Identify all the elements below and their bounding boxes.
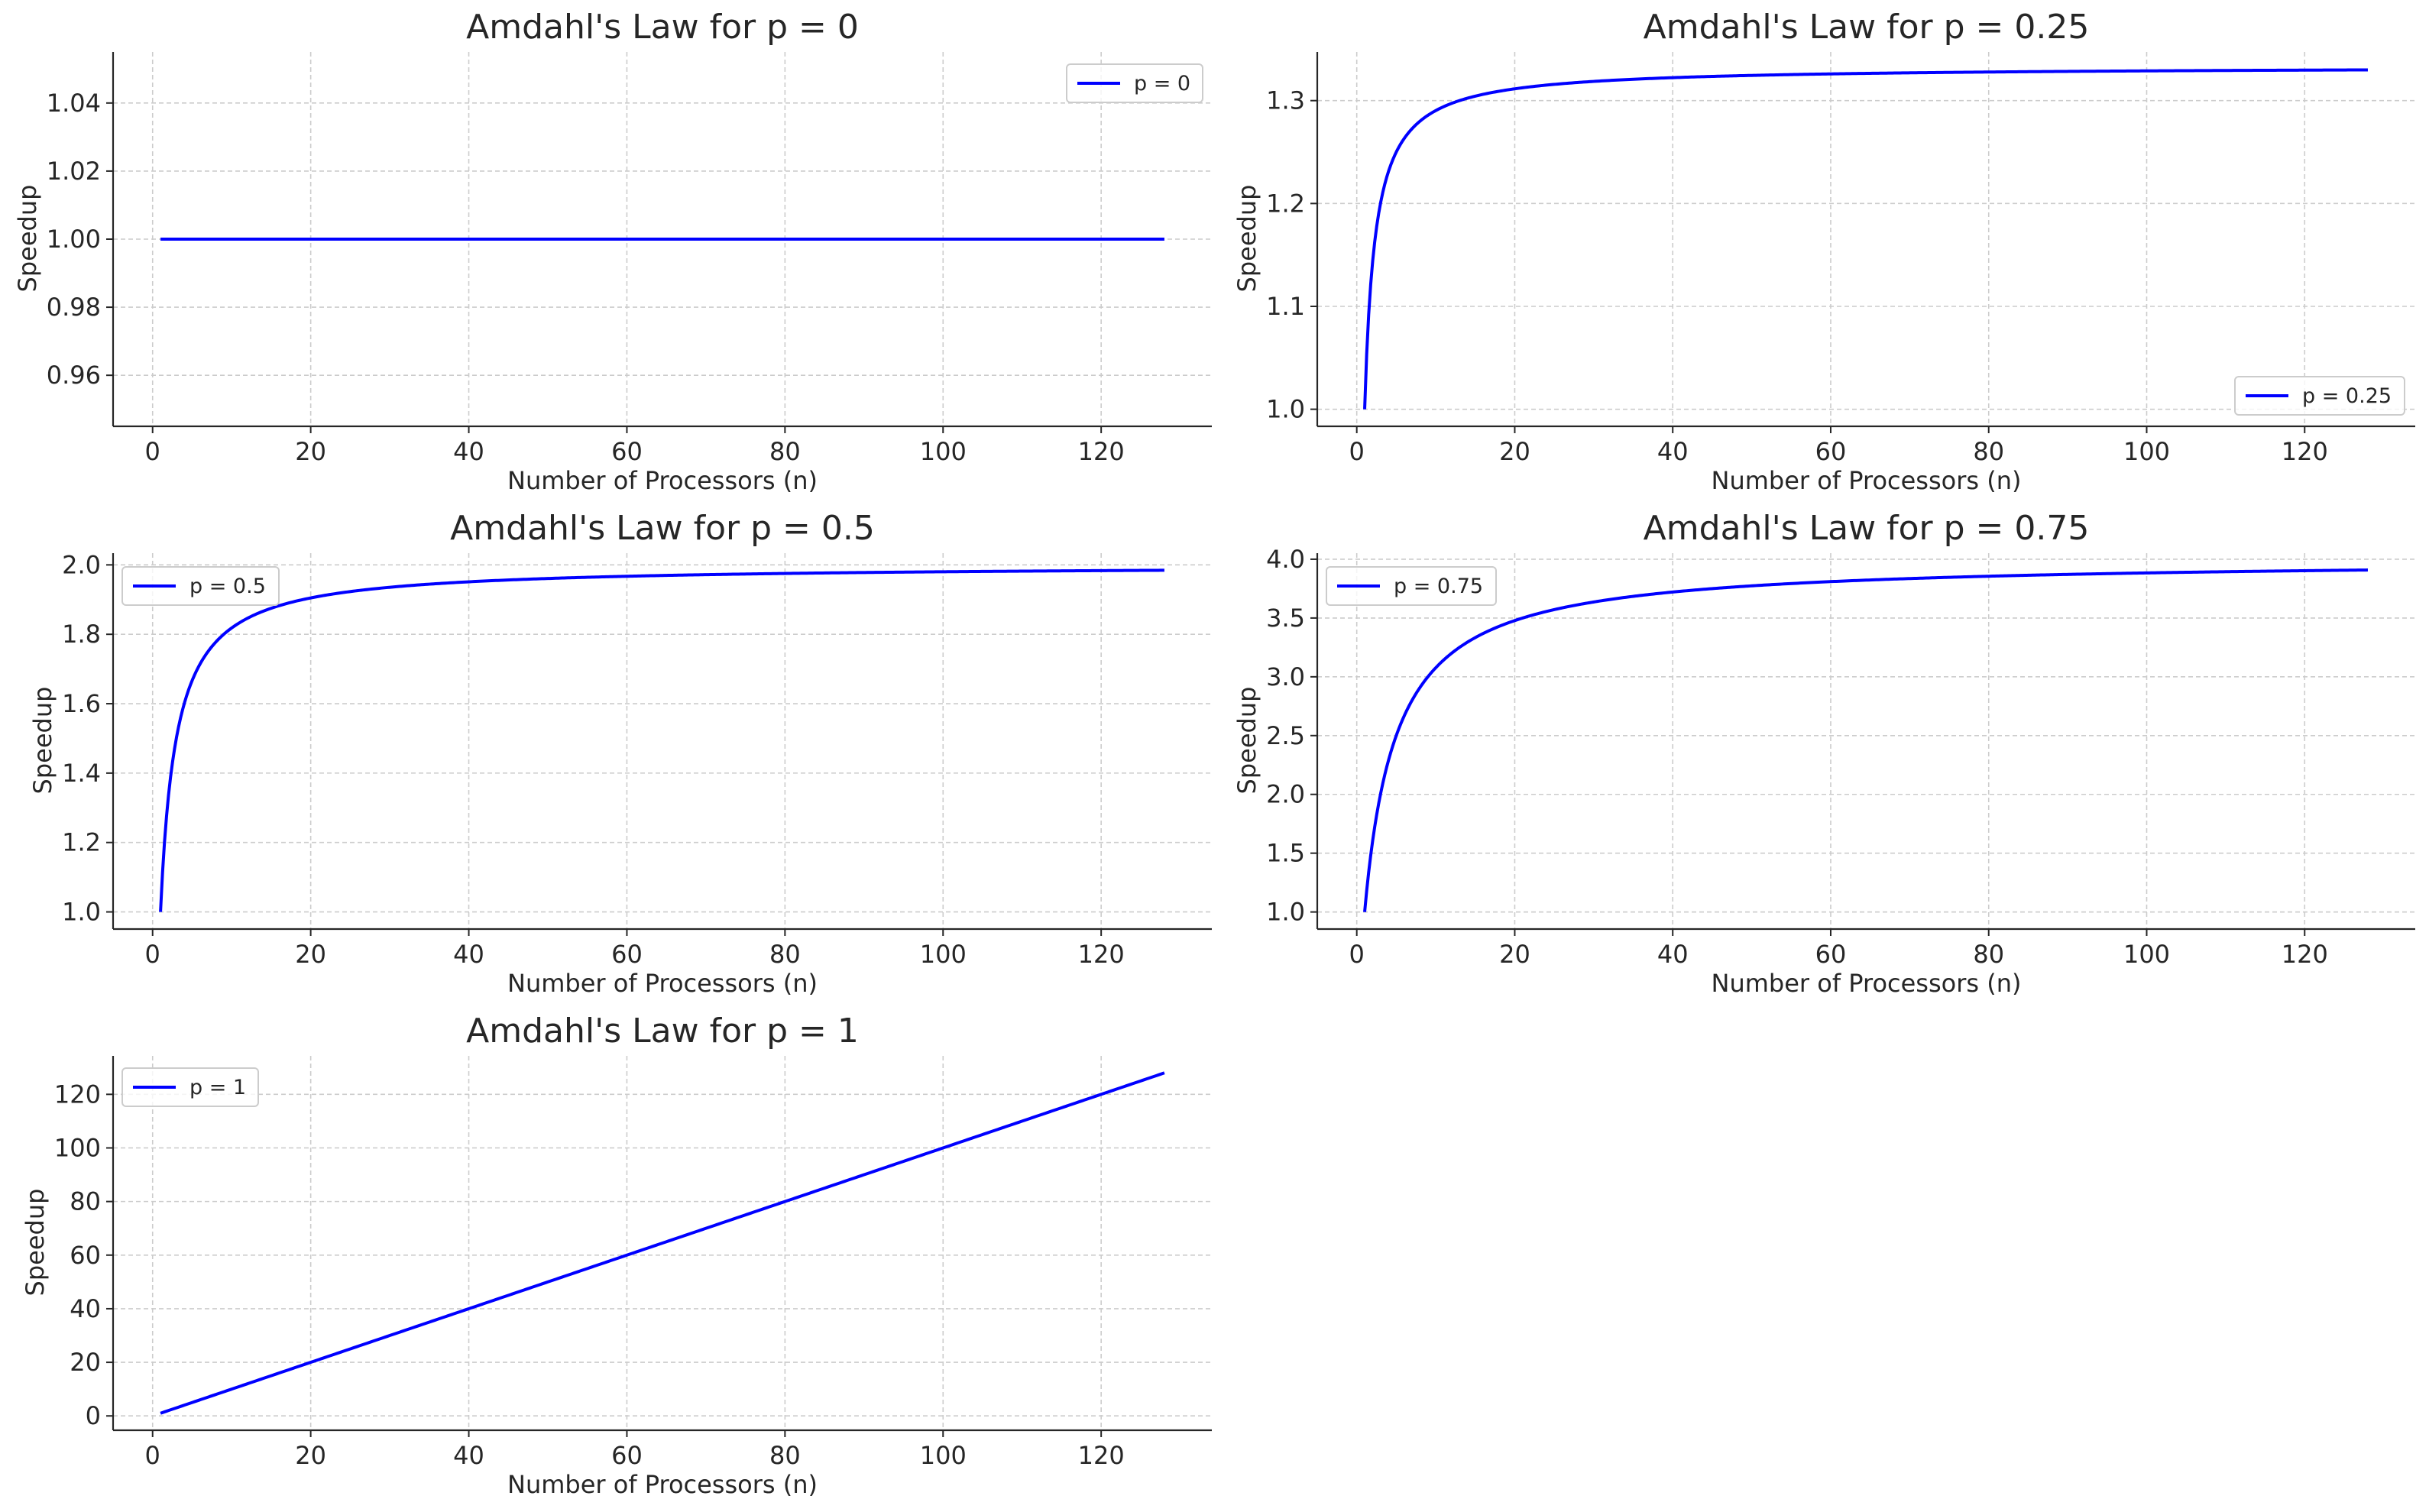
y-tick-label: 60 — [70, 1241, 101, 1270]
y-tick-label: 1.1 — [1266, 292, 1305, 321]
series-line — [159, 568, 1164, 912]
x-tick-label: 60 — [611, 1441, 643, 1470]
chart-title: Amdahl's Law for p = 0.25 — [1643, 8, 2090, 47]
x-tick-label: 80 — [769, 1441, 801, 1470]
x-tick-label: 20 — [295, 1441, 326, 1470]
y-tick-label: 80 — [70, 1187, 101, 1216]
chart-title: Amdahl's Law for p = 0 — [466, 8, 859, 47]
y-tick-label: 1.04 — [47, 89, 101, 118]
x-tick-label: 80 — [769, 940, 801, 969]
y-tick-label: 3.0 — [1266, 662, 1305, 691]
x-tick-label: 100 — [920, 437, 967, 466]
x-tick-label: 120 — [1078, 437, 1125, 466]
x-axis-label: Number of Processors (n) — [507, 969, 818, 998]
y-tick-label: 0.98 — [47, 293, 101, 322]
y-tick-label: 0.96 — [47, 361, 101, 390]
x-tick-label: 60 — [611, 437, 643, 466]
x-tick-label: 120 — [2282, 437, 2328, 466]
y-tick-label: 1.6 — [62, 689, 101, 718]
x-tick-label: 0 — [1349, 940, 1365, 969]
legend-box — [121, 1067, 259, 1107]
x-tick-label: 100 — [2123, 940, 2170, 969]
legend: p = 0 — [1066, 63, 1203, 103]
legend-box — [121, 566, 280, 606]
y-tick-label: 1.4 — [62, 759, 101, 788]
y-tick-label: 120 — [54, 1080, 101, 1109]
x-axis-label: Number of Processors (n) — [1711, 466, 2022, 495]
x-tick-label: 20 — [1499, 940, 1530, 969]
y-tick-label: 2.0 — [62, 550, 101, 579]
legend: p = 1 — [121, 1067, 259, 1107]
x-tick-label: 80 — [1973, 437, 2004, 466]
y-tick-label: 1.3 — [1266, 86, 1305, 115]
x-tick-label: 20 — [295, 437, 326, 466]
x-tick-label: 40 — [453, 1441, 484, 1470]
x-tick-label: 20 — [295, 940, 326, 969]
legend-label: p = 0.75 — [1394, 575, 1483, 598]
x-tick-label: 60 — [611, 940, 643, 969]
x-tick-label: 100 — [920, 1441, 967, 1470]
legend: p = 0.75 — [1326, 566, 1497, 606]
y-tick-label: 1.0 — [62, 898, 101, 927]
legend-box — [1066, 63, 1203, 103]
x-tick-label: 120 — [2282, 940, 2328, 969]
x-tick-label: 60 — [1815, 437, 1847, 466]
series-line — [1363, 68, 2368, 410]
x-axis-label: Number of Processors (n) — [1711, 969, 2022, 998]
y-tick-label: 100 — [54, 1133, 101, 1162]
y-tick-label: 1.5 — [1266, 839, 1305, 868]
chart-title: Amdahl's Law for p = 0.5 — [450, 509, 875, 548]
x-tick-label: 40 — [453, 437, 484, 466]
y-tick-label: 4.0 — [1266, 545, 1305, 574]
y-tick-label: 1.2 — [62, 828, 101, 857]
x-tick-label: 40 — [453, 940, 484, 969]
y-tick-label: 1.02 — [47, 157, 101, 186]
legend-box — [1326, 566, 1497, 606]
y-tick-label: 1.8 — [62, 620, 101, 649]
legend-label: p = 1 — [189, 1076, 246, 1099]
x-axis-label: Number of Processors (n) — [507, 466, 818, 495]
x-axis-label: Number of Processors (n) — [507, 1470, 818, 1499]
y-tick-label: 2.5 — [1266, 721, 1305, 750]
y-tick-label: 40 — [70, 1294, 101, 1323]
x-tick-label: 0 — [145, 1441, 160, 1470]
x-tick-label: 40 — [1657, 940, 1689, 969]
x-tick-label: 20 — [1499, 437, 1530, 466]
chart-title: Amdahl's Law for p = 0.75 — [1643, 509, 2090, 548]
y-tick-label: 1.0 — [1266, 898, 1305, 927]
legend: p = 0.25 — [2234, 376, 2405, 416]
x-tick-label: 100 — [2123, 437, 2170, 466]
legend-label: p = 0.25 — [2302, 384, 2392, 408]
x-tick-label: 60 — [1815, 940, 1847, 969]
y-tick-label: 1.0 — [1266, 395, 1305, 424]
legend-box — [2234, 376, 2405, 416]
x-tick-label: 80 — [1973, 940, 2004, 969]
y-tick-label: 20 — [70, 1348, 101, 1377]
y-tick-label: 1.00 — [47, 225, 101, 254]
series-line — [1363, 568, 2368, 912]
y-tick-label: 3.5 — [1266, 604, 1305, 633]
x-tick-label: 0 — [1349, 437, 1365, 466]
x-tick-label: 0 — [145, 940, 160, 969]
x-tick-label: 120 — [1078, 940, 1125, 969]
y-tick-label: 0 — [86, 1401, 101, 1430]
legend-label: p = 0 — [1134, 72, 1190, 96]
legend-label: p = 0.5 — [189, 575, 266, 598]
legend: p = 0.5 — [121, 566, 280, 606]
series-line — [160, 1071, 1165, 1415]
y-tick-label: 2.0 — [1266, 780, 1305, 809]
x-tick-label: 0 — [145, 437, 160, 466]
chart-title: Amdahl's Law for p = 1 — [466, 1012, 859, 1051]
y-tick-label: 1.2 — [1266, 189, 1305, 218]
x-tick-label: 120 — [1078, 1441, 1125, 1470]
x-tick-label: 40 — [1657, 437, 1689, 466]
x-tick-label: 80 — [769, 437, 801, 466]
x-tick-label: 100 — [920, 940, 967, 969]
